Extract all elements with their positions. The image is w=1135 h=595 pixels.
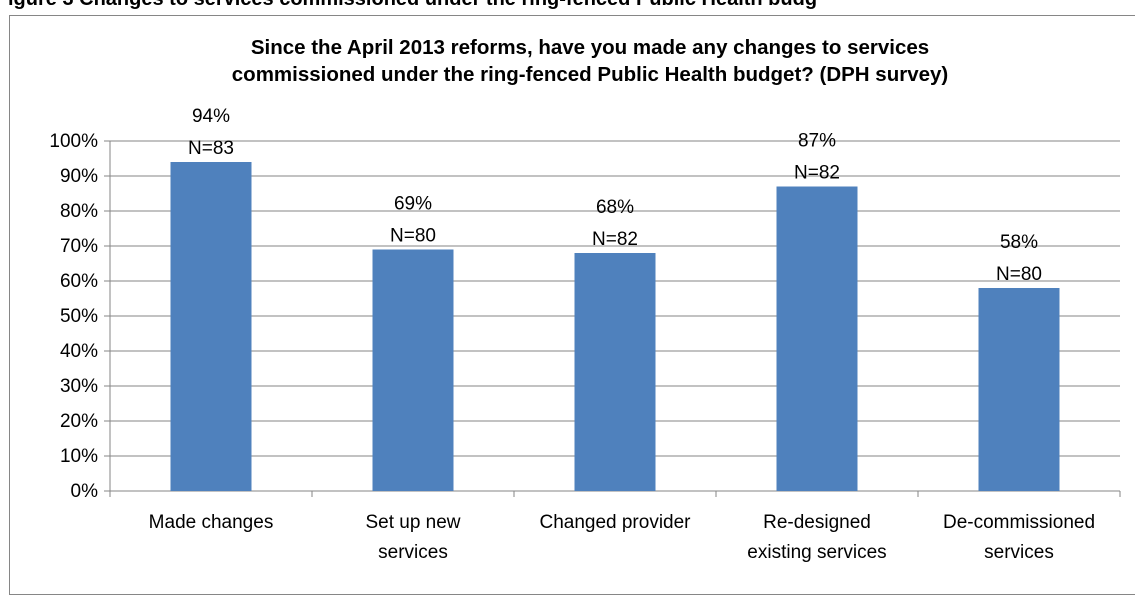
y-tick-label: 90% — [60, 166, 98, 187]
x-category-label: services — [378, 542, 448, 563]
bar — [372, 249, 454, 491]
bar-chart: 0% 10% 20% 30% 40% 50% 60% 70% 80% 90% 100% 94% N=83… — [49, 106, 1121, 563]
bar — [978, 288, 1060, 491]
x-category-label: services — [984, 542, 1054, 563]
chart-title-line-2: commissioned under the ring-fenced Publi… — [231, 63, 949, 86]
figure-caption: igure 3 Changes to services commissioned… — [8, 0, 817, 11]
x-category-label: Changed provider — [539, 512, 691, 533]
data-label-n: N=80 — [390, 226, 436, 247]
x-category-label: existing services — [747, 542, 886, 563]
x-category-label: Made changes — [149, 512, 274, 533]
data-label-percent: 69% — [394, 194, 432, 215]
data-label-percent: 87% — [798, 131, 836, 152]
x-category-label: Set up new — [365, 512, 460, 533]
bar — [574, 253, 656, 491]
y-tick-label: 70% — [60, 236, 98, 257]
data-label-n: N=80 — [996, 264, 1042, 285]
y-tick-label: 60% — [60, 271, 98, 292]
y-tick-label: 0% — [71, 481, 99, 502]
y-tick-label: 20% — [60, 411, 98, 432]
y-tick-label: 30% — [60, 376, 98, 397]
bar — [170, 162, 252, 491]
data-label-percent: 68% — [596, 197, 634, 218]
y-tick-label: 80% — [60, 201, 98, 222]
y-tick-label: 50% — [60, 306, 98, 327]
data-label-n: N=82 — [592, 229, 638, 250]
bar — [776, 186, 858, 491]
y-tick-label: 100% — [49, 131, 98, 152]
data-label-percent: 94% — [192, 106, 230, 127]
x-category-label: Re-designed — [763, 512, 871, 533]
x-category-label: De-commissioned — [943, 512, 1095, 533]
data-label-percent: 58% — [1000, 232, 1038, 253]
chart-title-line-1: Since the April 2013 reforms, have you m… — [250, 36, 930, 59]
y-tick-label: 40% — [60, 341, 98, 362]
data-label-n: N=83 — [188, 138, 234, 159]
y-tick-label: 10% — [60, 446, 98, 467]
data-label-n: N=82 — [794, 163, 840, 184]
